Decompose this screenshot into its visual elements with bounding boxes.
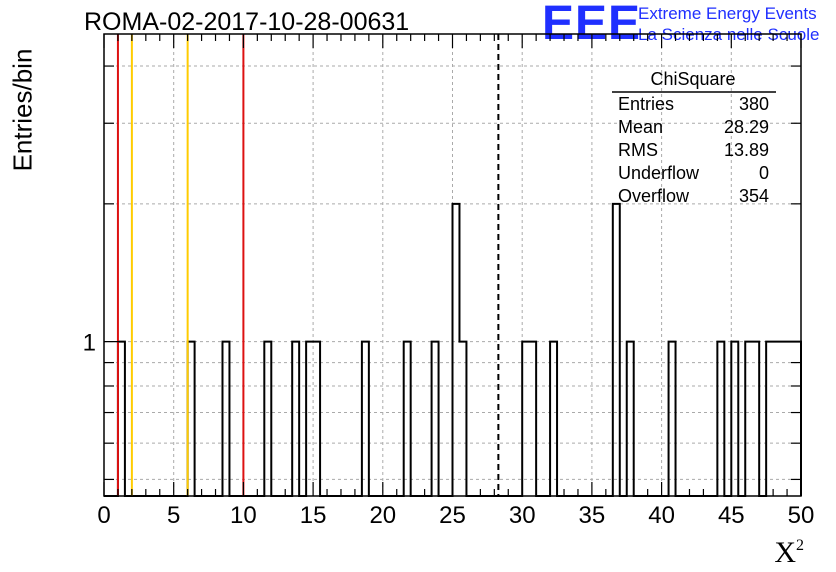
- histogram-bin: [794, 342, 801, 496]
- histogram-bin: [453, 204, 460, 496]
- histogram-bin: [627, 342, 634, 496]
- x-tick-label: 50: [788, 502, 815, 529]
- x-axis-label: X2: [774, 536, 804, 570]
- histogram-bin: [432, 342, 439, 496]
- stats-row-value: 28.29: [724, 117, 769, 137]
- org-name-line1: Extreme Energy Events: [638, 4, 817, 23]
- histogram-bin: [669, 342, 676, 496]
- stats-row-label: Entries: [618, 94, 674, 114]
- stats-row-label: RMS: [618, 140, 658, 160]
- histogram-bin: [752, 342, 759, 496]
- histogram-bin: [118, 342, 125, 496]
- stats-row-label: Overflow: [618, 186, 690, 206]
- histogram-bin: [731, 342, 738, 496]
- histogram-bin: [264, 342, 271, 496]
- x-tick-label: 5: [167, 502, 180, 529]
- stats-row-value: 0: [759, 163, 769, 183]
- x-tick-label: 35: [579, 502, 606, 529]
- stats-box: ChiSquare Entries 380 Mean 28.29 RMS 13.89 Und…: [612, 69, 776, 206]
- x-axis-label-sup: 2: [796, 537, 804, 554]
- frame-layer: 0 5 10 15 20 25 30 35 40 45 501: [83, 33, 815, 529]
- stats-row-label: Mean: [618, 117, 663, 137]
- histogram-bin: [529, 342, 536, 496]
- stats-row-label: Underflow: [618, 163, 700, 183]
- histogram-bin: [313, 342, 320, 496]
- histogram-outline: [104, 202, 802, 497]
- stats-row-value: 13.89: [724, 140, 769, 160]
- histogram-bin: [404, 342, 411, 496]
- vertical-lines-layer: [116, 34, 500, 496]
- x-tick-label: 40: [648, 502, 675, 529]
- histogram-bin: [550, 342, 557, 496]
- x-tick-label: 20: [369, 502, 396, 529]
- histogram-bin: [292, 342, 299, 496]
- x-tick-label: 10: [230, 502, 257, 529]
- chart-title: ROMA-02-2017-10-28-00631: [84, 8, 410, 36]
- x-tick-label: 45: [718, 502, 745, 529]
- x-tick-label: 25: [439, 502, 466, 529]
- x-tick-label: 15: [300, 502, 327, 529]
- histogram-layer: [104, 202, 802, 497]
- x-tick-label: 30: [509, 502, 536, 529]
- histogram-bin: [188, 342, 195, 496]
- histogram-bin: [773, 342, 780, 496]
- histogram-bin: [222, 342, 229, 496]
- histogram-bin: [787, 342, 794, 496]
- stats-title: ChiSquare: [650, 69, 735, 89]
- histogram-bin: [306, 342, 313, 496]
- stats-row-value: 354: [739, 186, 769, 206]
- histogram-bin: [717, 342, 724, 496]
- histogram-bin: [613, 204, 620, 496]
- histogram-bin: [522, 342, 529, 496]
- eee-logo: EEE: [542, 0, 642, 50]
- histogram-bin: [362, 342, 369, 496]
- x-axis-label-base: X: [774, 536, 796, 569]
- histogram-bin: [766, 342, 773, 496]
- y-tick-label: 1: [83, 330, 96, 357]
- histogram-bin: [459, 342, 466, 496]
- stats-row-value: 380: [739, 94, 769, 114]
- x-tick-label: 0: [97, 502, 110, 529]
- histogram-bin: [745, 342, 752, 496]
- histogram-bin: [780, 342, 787, 496]
